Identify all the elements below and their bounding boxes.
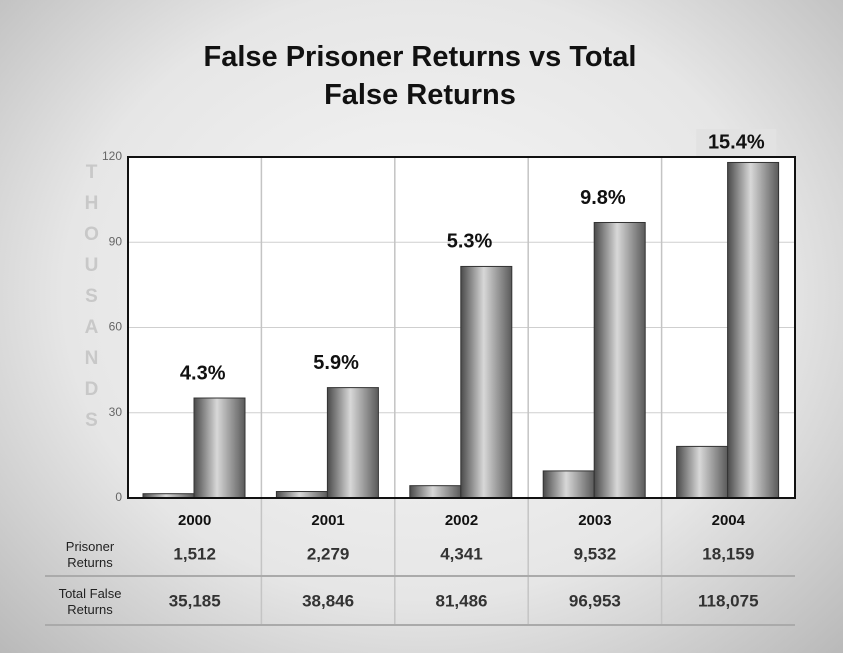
x-tick-label: 2002 bbox=[445, 512, 478, 529]
table-value: 1,512 bbox=[173, 544, 216, 563]
bar bbox=[326, 387, 379, 499]
y-tick-label: 120 bbox=[102, 149, 122, 163]
bar bbox=[409, 485, 462, 499]
table-value: 4,341 bbox=[440, 544, 483, 563]
bar bbox=[542, 470, 595, 499]
x-tick-label: 2004 bbox=[712, 512, 746, 529]
row-label: Prisoner Returns bbox=[65, 539, 115, 570]
y-tick-label: 90 bbox=[109, 234, 123, 248]
y-tick-label: 0 bbox=[115, 490, 122, 504]
y-tick-label: 30 bbox=[109, 405, 123, 419]
table-value: 81,486 bbox=[436, 591, 488, 610]
annotation: 9.8% bbox=[580, 187, 626, 209]
chart-title: False Prisoner Returns vs Total False Re… bbox=[203, 41, 637, 111]
bar bbox=[727, 161, 780, 499]
annotation-box bbox=[696, 129, 777, 157]
plot-frame bbox=[127, 156, 796, 499]
bar bbox=[593, 221, 646, 499]
table-value: 96,953 bbox=[569, 591, 621, 610]
y-tick-label: 60 bbox=[109, 320, 123, 334]
x-tick-label: 2001 bbox=[311, 512, 344, 529]
x-tick-label: 2000 bbox=[178, 512, 211, 529]
x-tick-label: 2003 bbox=[578, 512, 611, 529]
table-value: 35,185 bbox=[169, 591, 221, 610]
annotation: 15.4% bbox=[708, 131, 765, 153]
annotation: 4.3% bbox=[180, 362, 226, 384]
table-value: 9,532 bbox=[574, 544, 617, 563]
table-value: 18,159 bbox=[702, 544, 754, 563]
y-axis-label: THOUSANDS bbox=[81, 162, 102, 441]
annotation: 5.9% bbox=[313, 352, 359, 374]
bar bbox=[460, 265, 513, 499]
annotation: 5.3% bbox=[447, 231, 493, 253]
bar bbox=[193, 397, 246, 499]
bar bbox=[676, 445, 729, 499]
table-value: 118,075 bbox=[698, 591, 759, 610]
table-value: 38,846 bbox=[302, 591, 354, 610]
row-label: Total False Returns bbox=[58, 586, 122, 617]
table-value: 2,279 bbox=[307, 544, 350, 563]
